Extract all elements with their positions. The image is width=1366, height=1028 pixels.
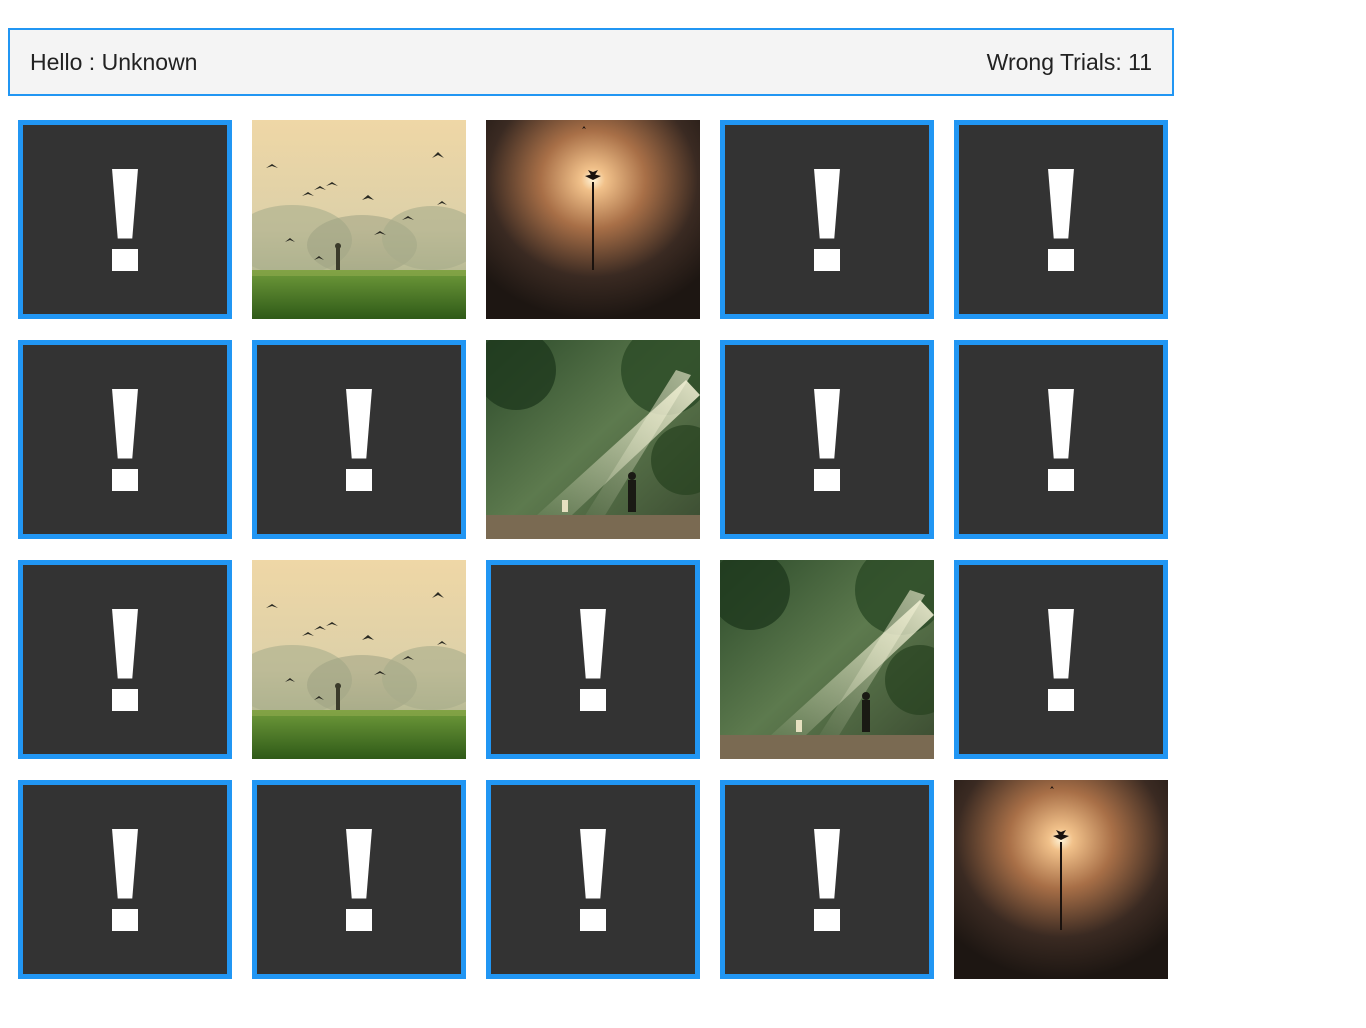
card-hidden[interactable]	[954, 560, 1168, 759]
memory-board	[18, 120, 1168, 979]
exclamation-icon	[112, 608, 138, 711]
exclamation-icon	[814, 168, 840, 271]
birds-field-image	[252, 560, 466, 759]
exclamation-icon	[346, 828, 372, 931]
card-hidden[interactable]	[486, 560, 700, 759]
card-revealed[interactable]	[252, 120, 466, 319]
exclamation-icon	[1048, 168, 1074, 271]
palm-sunrise-image	[486, 120, 700, 319]
exclamation-icon	[580, 828, 606, 931]
forest-sunrays-image	[720, 560, 934, 759]
card-hidden[interactable]	[486, 780, 700, 979]
exclamation-icon	[814, 388, 840, 491]
card-hidden[interactable]	[720, 120, 934, 319]
birds-field-image	[252, 120, 466, 319]
wrong-trials-counter: Wrong Trials: 11	[986, 48, 1152, 75]
card-hidden[interactable]	[18, 340, 232, 539]
card-hidden[interactable]	[252, 340, 466, 539]
forest-sunrays-image	[486, 340, 700, 539]
exclamation-icon	[112, 168, 138, 271]
card-revealed[interactable]	[954, 780, 1168, 979]
exclamation-icon	[1048, 608, 1074, 711]
card-revealed[interactable]	[486, 120, 700, 319]
card-hidden[interactable]	[18, 780, 232, 979]
card-revealed[interactable]	[720, 560, 934, 759]
exclamation-icon	[346, 388, 372, 491]
exclamation-icon	[112, 388, 138, 491]
card-hidden[interactable]	[252, 780, 466, 979]
card-revealed[interactable]	[486, 340, 700, 539]
card-hidden[interactable]	[18, 560, 232, 759]
card-hidden[interactable]	[720, 780, 934, 979]
palm-sunrise-image	[954, 780, 1168, 979]
exclamation-icon	[1048, 388, 1074, 491]
player-greeting: Hello : Unknown	[30, 48, 198, 75]
card-hidden[interactable]	[954, 120, 1168, 319]
exclamation-icon	[580, 608, 606, 711]
card-hidden[interactable]	[720, 340, 934, 539]
card-hidden[interactable]	[18, 120, 232, 319]
card-revealed[interactable]	[252, 560, 466, 759]
card-hidden[interactable]	[954, 340, 1168, 539]
info-bar: Hello : Unknown Wrong Trials: 11	[8, 28, 1174, 96]
exclamation-icon	[112, 828, 138, 931]
exclamation-icon	[814, 828, 840, 931]
